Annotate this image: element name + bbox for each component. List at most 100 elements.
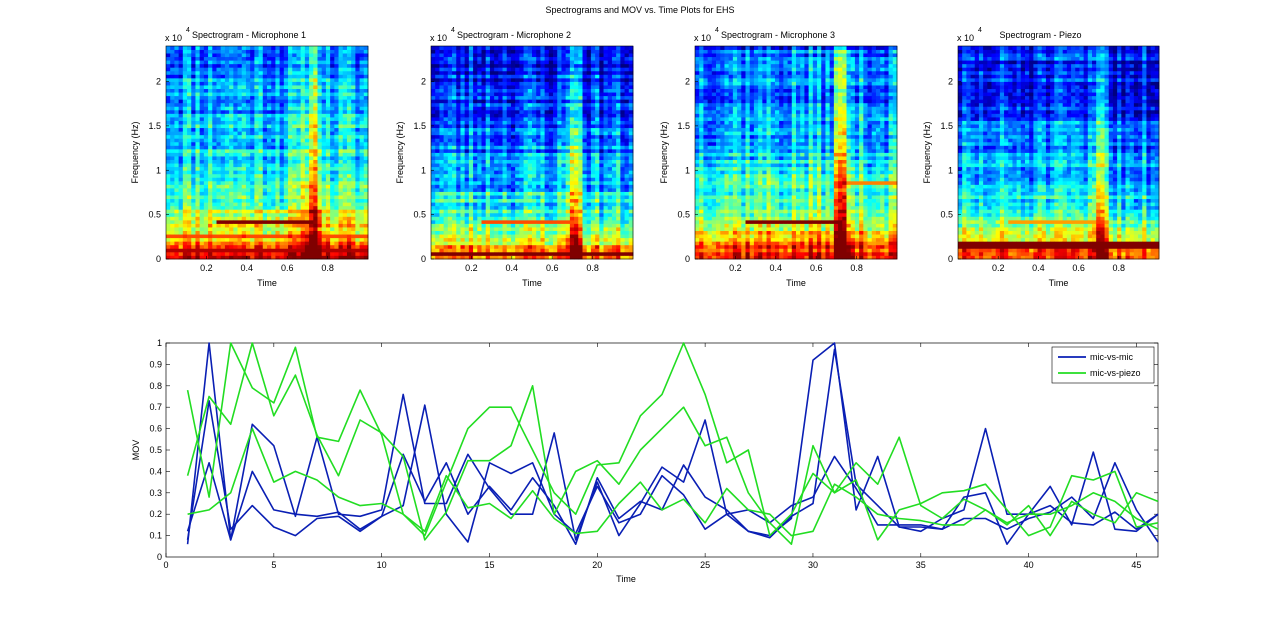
legend: mic-vs-mic mic-vs-piezo [1051,346,1155,384]
spectrogram-cells [166,46,369,260]
y-tick-label: 1 [685,165,690,175]
y-exponent-label: x 10 [430,33,447,43]
plot-frame [165,45,369,260]
series-line-mic-vs-mic-3 [186,348,1159,546]
x-tick-label: 0.6 [281,263,294,273]
series-line-mic-vs-piezo-5 [186,342,1159,546]
x-axis-label: Time [257,278,277,288]
y-tick-label: 0 [421,254,426,264]
series-line-mic-vs-mic-2 [186,404,1159,543]
x-tick-label: 30 [808,560,818,570]
x-axis-label: Time [616,574,636,584]
x-tick-label: 45 [1131,560,1141,570]
y-axis-label: Frequency (Hz) [395,121,405,183]
y-tick-label: 0.5 [149,445,162,455]
legend-label: mic-vs-mic [1090,352,1133,362]
spectrogram-title: Spectrogram - Microphone 1 [192,30,306,40]
y-tick-label: 0.2 [149,509,162,519]
x-tick-label: 10 [377,560,387,570]
y-tick-label: 1.5 [677,121,690,131]
x-tick-label: 0.4 [506,263,519,273]
y-tick-label: 0.5 [677,210,690,220]
plot-frame [957,45,1160,260]
series-line-mic-vs-piezo-4 [186,342,1159,537]
plot-frame [430,45,634,260]
x-tick-label: 0.8 [586,263,599,273]
y-tick-label: 0.3 [149,488,162,498]
y-tick-label: 0.6 [149,424,162,434]
x-tick-label: 0.6 [810,263,823,273]
y-exponent-power: 4 [451,27,455,34]
x-tick-label: 0.2 [465,263,478,273]
y-exponent-label: x 10 [165,33,182,43]
y-tick-label: 0.4 [149,466,162,476]
x-tick-label: 0.2 [200,263,213,273]
x-axis-label: Time [1049,278,1069,288]
y-tick-label: 0 [948,254,953,264]
y-tick-label-origin: 0 [157,552,162,562]
y-tick-label: 2 [156,77,161,87]
x-tick-label: 25 [700,560,710,570]
spectrogram-panel-4: 0.2 0.4 0.6 0.8 0 0.5 1 1.5 2 x 10 4 Spectrogram - … [922,27,1160,288]
mov-line-chart: 0 5 10 15 20 25 30 35 40 450.10.20.30.40.50.60.70… [131,338,1159,584]
y-tick-label: 0.1 [149,531,162,541]
figure-title: Spectrograms and MOV vs. Time Plots for … [545,5,734,15]
x-tick-label: 40 [1024,560,1034,570]
series-line-mic-vs-piezo-6 [187,427,1159,537]
x-tick-label: 0.2 [729,263,742,273]
x-tick-label: 35 [916,560,926,570]
spectrogram-title: Spectrogram - Piezo [999,30,1081,40]
x-tick-label: 0.6 [546,263,559,273]
y-tick-label: 2 [948,77,953,87]
series-line-mic-vs-mic-1 [186,342,1159,545]
y-tick-label: 1 [421,165,426,175]
y-tick-label: 1 [157,338,162,348]
x-tick-label: 0.8 [321,263,334,273]
spectrogram-cells [958,46,1160,260]
x-tick-label: 0.4 [241,263,254,273]
y-tick-label: 0.8 [149,381,162,391]
spectrogram-cells [431,46,634,260]
y-tick-label: 1.5 [148,121,161,131]
y-tick-label: 1 [156,165,161,175]
y-tick-label: 0.7 [149,402,162,412]
y-tick-label: 0.9 [149,359,162,369]
y-tick-label: 0.5 [940,210,953,220]
spectrogram-panel-1: 0.2 0.4 0.6 0.8 0 0.5 1 1.5 2 x 10 4 Spectrogram - … [130,27,369,288]
plot-frame [165,342,1159,558]
legend-label: mic-vs-piezo [1090,368,1141,378]
y-tick-label: 0.5 [148,210,161,220]
x-tick-label: 20 [592,560,602,570]
x-axis-label: Time [786,278,806,288]
y-axis-label: Frequency (Hz) [922,121,932,183]
y-tick-label: 0.5 [413,210,426,220]
y-axis-label: MOV [131,440,141,461]
x-tick-label: 0.4 [1032,263,1045,273]
y-tick-label: 2 [685,77,690,87]
y-tick-label: 2 [421,77,426,87]
plot-frame [694,45,898,260]
x-tick-label: 0.8 [1113,263,1126,273]
spectrogram-title: Spectrogram - Microphone 2 [457,30,571,40]
y-exponent-power: 4 [978,27,982,34]
x-tick-label: 5 [271,560,276,570]
x-tick-label: 0.2 [992,263,1005,273]
x-tick-label: 0.6 [1072,263,1085,273]
y-exponent-label: x 10 [957,33,974,43]
x-tick-label: 0.8 [850,263,863,273]
spectrogram-panel-2: 0.2 0.4 0.6 0.8 0 0.5 1 1.5 2 x 10 4 Spectrogram - … [395,27,634,288]
x-tick-label: 0.4 [770,263,783,273]
y-tick-label: 1 [948,165,953,175]
spectrogram-title: Spectrogram - Microphone 3 [721,30,835,40]
spectrogram-cells [695,46,898,260]
y-axis-label: Frequency (Hz) [659,121,669,183]
x-tick-label: 15 [484,560,494,570]
x-tick-label: 0 [163,560,168,570]
y-tick-label: 0 [156,254,161,264]
y-exponent-label: x 10 [694,33,711,43]
y-tick-label: 1.5 [413,121,426,131]
x-axis-label: Time [522,278,542,288]
y-axis-label: Frequency (Hz) [130,121,140,183]
spectrogram-panel-3: 0.2 0.4 0.6 0.8 0 0.5 1 1.5 2 x 10 4 Spectrogram - … [659,27,898,288]
